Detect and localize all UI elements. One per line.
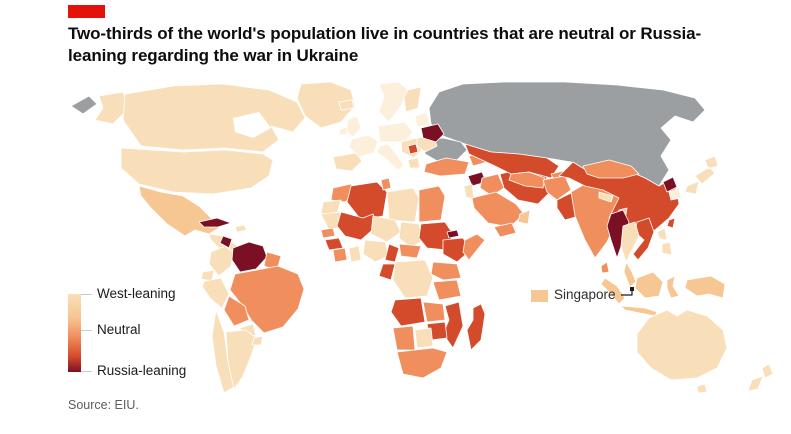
region-south-korea [668,187,682,201]
region-algeria [346,181,388,221]
region-uruguay [251,335,264,346]
region-kazakhstan [464,143,560,179]
singapore-callout-dot [630,287,634,291]
region-central-europe [377,121,414,143]
region-papua [684,275,726,299]
region-angola [390,297,426,327]
world-map: West-leaning Neutral Russia-leaning Sing… [65,82,791,422]
region-bolivia [223,295,250,327]
region-borneo [634,271,664,299]
region-greenland [296,82,356,129]
region-levant [463,183,475,200]
region-sri-lanka [600,261,610,274]
region-niger [370,215,402,243]
region-chad [398,221,424,249]
region-guinea [324,237,344,251]
region-eritrea [446,229,460,239]
region-saudi-arabia [471,191,525,228]
region-sulawesi [666,275,680,299]
region-nicaragua [219,235,233,249]
region-namibia [392,325,416,351]
region-nigeria [362,239,390,263]
region-usa [120,147,274,195]
region-nepal [598,191,614,203]
region-venezuela [231,241,268,273]
region-belarus [420,123,445,143]
region-yemen [493,222,517,238]
region-colombia [208,245,234,277]
region-ireland [338,126,348,136]
region-madagascar [466,303,486,351]
region-iceland [338,99,355,111]
region-france [348,134,379,158]
singapore-swatch [531,290,548,302]
region-serbia [407,143,419,155]
region-somalia [462,233,486,261]
region-alaska [94,91,130,125]
region-cameroon [384,243,400,263]
region-uganda-kenya [430,261,462,281]
region-russia [428,82,706,187]
region-congo-gabon [378,263,396,281]
region-java [620,305,658,317]
region-senegal [320,227,336,239]
region-malaysia [623,261,637,288]
brand-rectangle [68,5,105,18]
region-philippines [656,227,673,256]
region-drc [392,259,434,299]
region-greece [407,157,421,169]
region-turkey [423,157,470,177]
region-ivory-coast [332,247,348,263]
region-ghana [348,245,362,263]
region-mongolia [582,159,640,179]
region-uzbekistan-turkmenistan [508,171,546,189]
region-iraq [479,173,505,197]
chart-title: Two-thirds of the world's population liv… [68,24,702,65]
region-taiwan [666,217,676,229]
region-chile [211,309,235,394]
region-argentina [225,329,258,390]
source-note: Source: EIU. [68,398,139,412]
region-finland [403,86,422,113]
region-italy [376,143,405,171]
region-oman [517,209,531,225]
region-mozambique [442,301,464,349]
region-north-korea [662,176,678,193]
region-iberia [332,152,363,172]
region-chukotka [70,95,98,115]
region-sumatra [600,277,626,305]
singapore-callout-line [621,291,633,296]
region-australia [636,309,728,381]
region-japan [684,155,719,195]
region-botswana [414,327,434,349]
region-cuba [198,217,232,228]
region-scandinavia [378,82,409,123]
region-tasmania [696,383,708,394]
region-tunisia [380,177,392,191]
region-new-zealand [747,363,774,392]
region-zambia [422,301,446,323]
singapore-label: Singapore [554,287,616,302]
region-thailand [620,221,640,263]
region-central-african-republic [398,243,422,259]
region-myanmar [606,209,630,259]
region-egypt [418,185,446,223]
region-hispaniola [234,224,248,233]
region-uk [345,115,362,138]
region-south-africa [396,347,448,379]
region-tanzania [432,279,462,301]
region-libya [386,187,420,223]
region-mali [336,211,378,241]
region-baltics [414,111,431,128]
region-peru [201,277,230,309]
region-canada [122,83,306,153]
hudson-bay [233,112,271,138]
world-map-svg [70,82,774,394]
